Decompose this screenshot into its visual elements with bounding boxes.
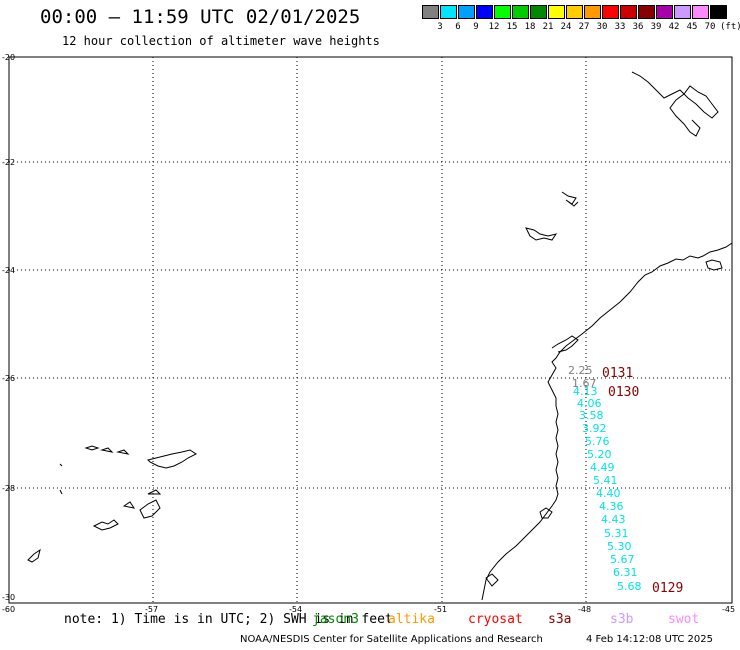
wave-height-value: 1.67: [572, 377, 597, 390]
colorbar-tick: 6: [455, 22, 461, 32]
wave-height-value: 6.31: [613, 566, 638, 579]
map-title: 00:00 – 11:59 UTC 02/01/2025: [40, 6, 361, 28]
coastline-brazil: [481, 242, 733, 601]
map-frame: [8, 56, 733, 604]
map-subtitle: 12 hour collection of altimeter wave hei…: [62, 34, 380, 48]
wave-height-value: 3.92: [582, 422, 607, 435]
colorbar-swatch: [674, 5, 691, 19]
pass-labels: 0131 0130 0129: [602, 366, 683, 596]
lon-label: -57: [145, 605, 158, 614]
colorbar-tick: 45: [686, 22, 698, 32]
wave-height-value: 4.49: [590, 461, 615, 474]
colorbar-swatch: [620, 5, 637, 19]
colorbar-tick: 39: [650, 22, 662, 32]
coastline-inlet: [485, 573, 499, 587]
satellite-legend-s3a: s3a: [548, 612, 572, 627]
reservoir-shape: [147, 449, 197, 469]
wave-height-value: 4.06: [577, 397, 602, 410]
satellite-legend-s3b: s3b: [610, 612, 634, 627]
lon-label: -48: [578, 605, 591, 614]
pass-time-label: 0129: [652, 581, 683, 596]
colorbar-tick: 15: [506, 22, 518, 32]
colorbar-tick: 21: [542, 22, 554, 32]
wave-height-value: 5.30: [607, 540, 632, 553]
reservoir-shape: [631, 71, 719, 137]
colorbar-swatch: [548, 5, 565, 19]
lat-label: -24: [2, 266, 15, 275]
reservoir-shape: [525, 227, 558, 241]
colorbar-tick: 30: [596, 22, 608, 32]
lon-label: -51: [434, 605, 447, 614]
wave-height-value: 3.58: [579, 409, 604, 422]
colorbar-tick: 3: [437, 22, 443, 32]
colorbar-swatch: [566, 5, 583, 19]
colorbar-swatch: [530, 5, 547, 19]
wave-height-value: 2.25: [568, 364, 593, 377]
colorbar-swatch: [710, 5, 727, 19]
coastline-bay: [551, 335, 579, 353]
colorbar-tick: 9: [473, 22, 479, 32]
lon-label: -54: [289, 605, 302, 614]
reservoir-shape: [122, 489, 162, 509]
footer-note: note: 1) Time is in UTC; 2) SWH is in fe…: [64, 612, 393, 627]
colorbar-tick: 27: [578, 22, 590, 32]
colorbar-swatch: [638, 5, 655, 19]
lat-label: -30: [2, 593, 15, 602]
colorbar-swatch: [458, 5, 475, 19]
lat-label: -20: [2, 53, 15, 62]
wave-height-value: 5.68: [617, 580, 642, 593]
reservoir-shape: [92, 519, 119, 531]
satellite-legend-jason3: jason3: [312, 612, 359, 627]
colorbar-swatch: [440, 5, 457, 19]
coastline-bay: [705, 259, 723, 271]
wave-height-value: 5.31: [604, 527, 629, 540]
colorbar-swatch: [602, 5, 619, 19]
wave-height-values: 2.251.674.134.063.583.925.765.204.495.41…: [568, 364, 642, 593]
credit-line: NOAA/NESDIS Center for Satellite Applica…: [240, 634, 543, 645]
colorbar-tick: 24: [560, 22, 572, 32]
colorbar-swatch: [476, 5, 493, 19]
lon-label: -45: [722, 605, 735, 614]
reservoir-shape: [59, 463, 63, 495]
wave-height-value: 4.40: [596, 487, 621, 500]
reservoir-shape: [561, 191, 579, 207]
lat-label: -22: [2, 158, 15, 167]
wave-height-value: 5.20: [587, 448, 612, 461]
colorbar-tick: 18: [524, 22, 536, 32]
satellite-legend-altika: altika: [388, 612, 435, 627]
colorbar-swatch: [584, 5, 601, 19]
axis-labels: -20 -22 -24 -26 -28 -30 -60 -57 -54 -51 …: [2, 53, 735, 614]
colorbar-swatch: [692, 5, 709, 19]
colorbar-swatch: [656, 5, 673, 19]
colorbar-swatch: [422, 5, 439, 19]
colorbar-tick: 33: [614, 22, 626, 32]
colorbar-tick: 12: [488, 22, 500, 32]
reservoir-shape: [27, 548, 41, 563]
satellite-legend-cryosat: cryosat: [468, 612, 523, 627]
reservoir-shape: [139, 499, 161, 519]
generated-timestamp: 4 Feb 14:12:08 UTC 2025: [586, 634, 713, 645]
wave-height-value: 4.13: [573, 385, 598, 398]
wave-height-value: 5.41: [593, 474, 618, 487]
colorbar-unit: (ft): [720, 22, 740, 32]
colorbar-tick: 70: [704, 22, 716, 32]
satellite-legend-swot: swot: [668, 612, 700, 627]
colorbar-tick: 36: [632, 22, 644, 32]
lat-label: -26: [2, 374, 15, 383]
graticule: [9, 57, 732, 603]
pass-time-label: 0130: [608, 385, 639, 400]
pass-time-label: 0131: [602, 366, 633, 381]
lat-label: -28: [2, 484, 15, 493]
colorbar-swatch: [494, 5, 511, 19]
wave-height-value: 4.36: [599, 500, 624, 513]
coastline-inlet: [539, 507, 553, 519]
colorbar-tick: 42: [668, 22, 680, 32]
colorbar-swatch: [512, 5, 529, 19]
lon-label: -60: [2, 605, 15, 614]
wave-height-value: 4.43: [601, 513, 626, 526]
wave-height-value: 5.76: [585, 435, 610, 448]
reservoir-shape: [84, 445, 130, 455]
wave-height-value: 5.67: [610, 553, 635, 566]
